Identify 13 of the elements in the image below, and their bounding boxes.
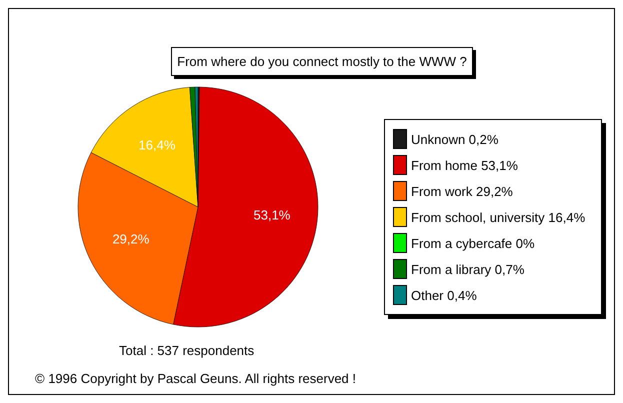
legend-label: From a cybercafe 0% [411, 236, 535, 250]
data-label: 29,2% [112, 232, 150, 247]
data-label: 53,1% [254, 208, 291, 223]
legend-label: From home 53,1% [411, 158, 518, 172]
chart-title: From where do you connect mostly to the WWW ? [171, 47, 473, 76]
legend-label: From school, university 16,4% [411, 210, 586, 224]
data-label: 16,4% [138, 137, 176, 152]
text: Total : 537 respondents [119, 343, 254, 358]
legend-label: Unknown 0,2% [411, 132, 498, 146]
text: © 1996 Copyright by Pascal Geuns. All rights reserved ! [35, 371, 356, 386]
legend-label: Other 0,4% [411, 288, 477, 302]
legend-label: From a library 0,7% [411, 262, 524, 276]
legend-label: From work 29,2% [411, 184, 513, 198]
